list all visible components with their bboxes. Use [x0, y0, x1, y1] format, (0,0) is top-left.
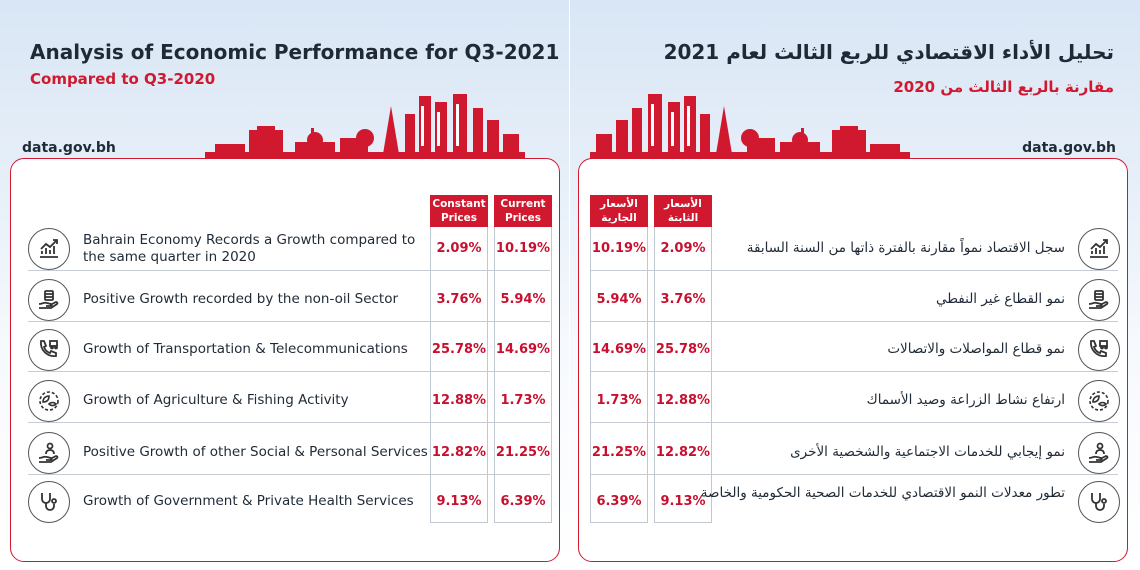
phone-truck-icon [28, 329, 70, 371]
current-value: 1.73% [596, 393, 642, 408]
constant-value: 25.78% [655, 342, 711, 357]
current-prices-column [590, 195, 648, 523]
row-label: نمو القطاع غير النفطي [935, 291, 1065, 307]
page-subtitle: Compared to Q3-2020 [30, 70, 216, 88]
row-label: Growth of Agriculture & Fishing Activity [83, 392, 349, 408]
list-item: ارتفاع نشاط الزراعة وصيد الأسماك 1.73% 1… [590, 380, 1120, 422]
row-divider [28, 270, 550, 271]
constant-value: 9.13% [436, 494, 482, 509]
constant-prices-header: Constant Prices [430, 195, 488, 227]
row-label: Bahrain Economy Records a Growth compare… [83, 232, 416, 265]
bahrain-skyline-icon [590, 94, 910, 160]
list-item: تطور معدلات النمو الاقتصادي للخدمات الصح… [590, 481, 1120, 523]
stethoscope-icon [28, 481, 70, 523]
row-label: Positive Growth of other Social & Person… [83, 444, 428, 460]
list-item: Positive Growth of other Social & Person… [28, 432, 550, 474]
current-value: 14.69% [495, 342, 551, 357]
constant-value: 3.76% [436, 292, 482, 307]
row-label: ارتفاع نشاط الزراعة وصيد الأسماك [866, 392, 1065, 408]
row-label: تطور معدلات النمو الاقتصادي للخدمات الصح… [700, 485, 1065, 501]
current-prices-header: Current Prices [494, 195, 552, 227]
constant-prices-column [654, 195, 712, 523]
constant-value: 12.82% [655, 445, 711, 460]
row-divider [590, 422, 1118, 423]
list-item: Bahrain Economy Records a Growth compare… [28, 228, 550, 270]
row-divider [590, 270, 1118, 271]
growth-chart-icon [1078, 228, 1120, 270]
constant-value: 12.88% [431, 393, 487, 408]
page-subtitle-arabic: مقارنة بالربع الثالث من 2020 [893, 78, 1114, 96]
list-item: Growth of Agriculture & Fishing Activity… [28, 380, 550, 422]
current-value: 5.94% [500, 292, 546, 307]
growth-chart-icon [28, 228, 70, 270]
list-item: Growth of Transportation & Telecommunica… [28, 329, 550, 371]
current-value: 14.69% [591, 342, 647, 357]
hand-barrel-icon [1078, 279, 1120, 321]
constant-value: 2.09% [660, 241, 706, 256]
bahrain-skyline-icon [205, 94, 525, 160]
phone-truck-icon [1078, 329, 1120, 371]
row-label: Positive Growth recorded by the non-oil … [83, 291, 399, 307]
row-label: نمو قطاع المواصلات والاتصالات [887, 341, 1065, 357]
row-divider [590, 474, 1118, 475]
current-value: 6.39% [596, 494, 642, 509]
list-item: نمو قطاع المواصلات والاتصالات 14.69% 25.… [590, 329, 1120, 371]
row-label: Growth of Transportation & Telecommunica… [83, 341, 408, 357]
row-divider [28, 422, 550, 423]
current-value: 21.25% [495, 445, 551, 460]
constant-value: 3.76% [660, 292, 706, 307]
leaf-fish-icon [1078, 380, 1120, 422]
constant-value: 12.88% [655, 393, 711, 408]
site-link[interactable]: data.gov.bh [1022, 140, 1116, 156]
row-divider [28, 474, 550, 475]
leaf-fish-icon [28, 380, 70, 422]
current-value: 6.39% [500, 494, 546, 509]
english-panel: Analysis of Economic Performance for Q3-… [0, 0, 570, 570]
constant-prices-header: الأسعار الثابتة [654, 195, 712, 227]
list-item: Growth of Government & Private Health Se… [28, 481, 550, 523]
arabic-panel: تحليل الأداء الاقتصادي للربع الثالث لعام… [570, 0, 1140, 570]
page-title-arabic: تحليل الأداء الاقتصادي للربع الثالث لعام… [663, 40, 1114, 64]
stethoscope-icon [1078, 481, 1120, 523]
row-divider [28, 371, 550, 372]
hand-barrel-icon [28, 279, 70, 321]
current-value: 21.25% [591, 445, 647, 460]
row-divider [28, 321, 550, 322]
row-divider [590, 321, 1118, 322]
constant-value: 2.09% [436, 241, 482, 256]
current-value: 5.94% [596, 292, 642, 307]
hand-person-icon [1078, 432, 1120, 474]
current-prices-column [494, 195, 552, 523]
constant-value: 25.78% [431, 342, 487, 357]
hand-person-icon [28, 432, 70, 474]
current-value: 1.73% [500, 393, 546, 408]
current-value: 10.19% [495, 241, 551, 256]
row-label: Growth of Government & Private Health Se… [83, 493, 414, 509]
row-divider [590, 371, 1118, 372]
current-prices-header: الأسعار الجارية [590, 195, 648, 227]
constant-value: 12.82% [431, 445, 487, 460]
list-item: سجل الاقتصاد نمواً مقارنة بالفترة ذاتها … [590, 228, 1120, 270]
site-link[interactable]: data.gov.bh [22, 140, 116, 156]
list-item: Positive Growth recorded by the non-oil … [28, 279, 550, 321]
constant-value: 9.13% [660, 494, 706, 509]
current-value: 10.19% [591, 241, 647, 256]
row-label: نمو إيجابي للخدمات الاجتماعية والشخصية ا… [790, 444, 1065, 460]
page-title: Analysis of Economic Performance for Q3-… [30, 40, 560, 64]
list-item: نمو إيجابي للخدمات الاجتماعية والشخصية ا… [590, 432, 1120, 474]
row-label: سجل الاقتصاد نمواً مقارنة بالفترة ذاتها … [746, 240, 1065, 256]
list-item: نمو القطاع غير النفطي 5.94% 3.76% [590, 279, 1120, 321]
